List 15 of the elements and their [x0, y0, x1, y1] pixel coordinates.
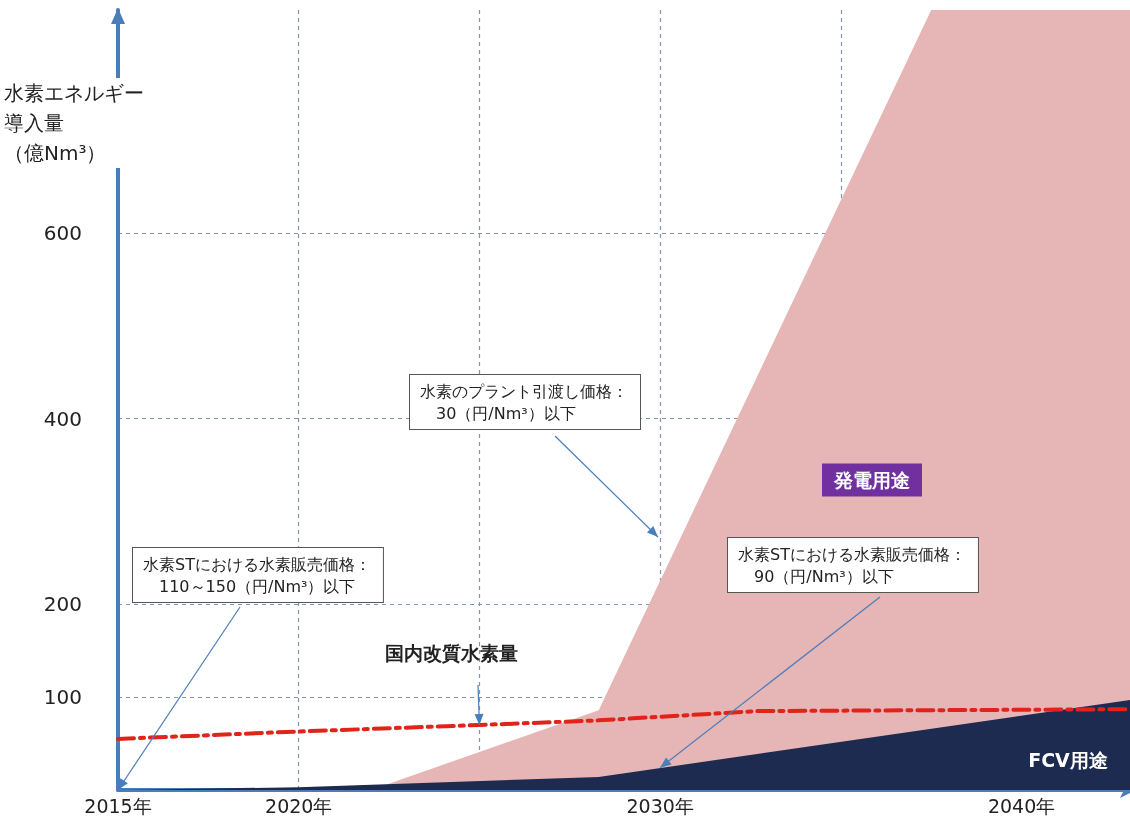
- series-label: 発電用途: [833, 469, 910, 491]
- x-tick-label: 2015年: [84, 794, 152, 817]
- annotation: 国内改質水素量: [385, 642, 518, 664]
- annotation: 水素のプラント引渡し価格： 30（円/Nm³）以下: [420, 381, 628, 423]
- y-axis-title: 水素エネルギー導入量（億Nm³）: [4, 81, 144, 165]
- y-tick-label: 600: [43, 220, 82, 245]
- x-tick-label: 2040年: [987, 794, 1056, 817]
- annotation: 水素STにおける水素販売価格： 110～150（円/Nm³）以下: [143, 554, 371, 596]
- y-tick-label: 200: [43, 592, 82, 617]
- x-tick-label: 2020年: [265, 794, 333, 817]
- annotation: 水素STにおける水素販売価格： 90（円/Nm³）以下: [738, 544, 966, 586]
- y-tick-label: 400: [43, 406, 82, 431]
- y-tick-label: 100: [43, 685, 82, 710]
- x-tick-label: 2030年: [626, 794, 694, 817]
- series-label: FCV用途: [1028, 749, 1108, 771]
